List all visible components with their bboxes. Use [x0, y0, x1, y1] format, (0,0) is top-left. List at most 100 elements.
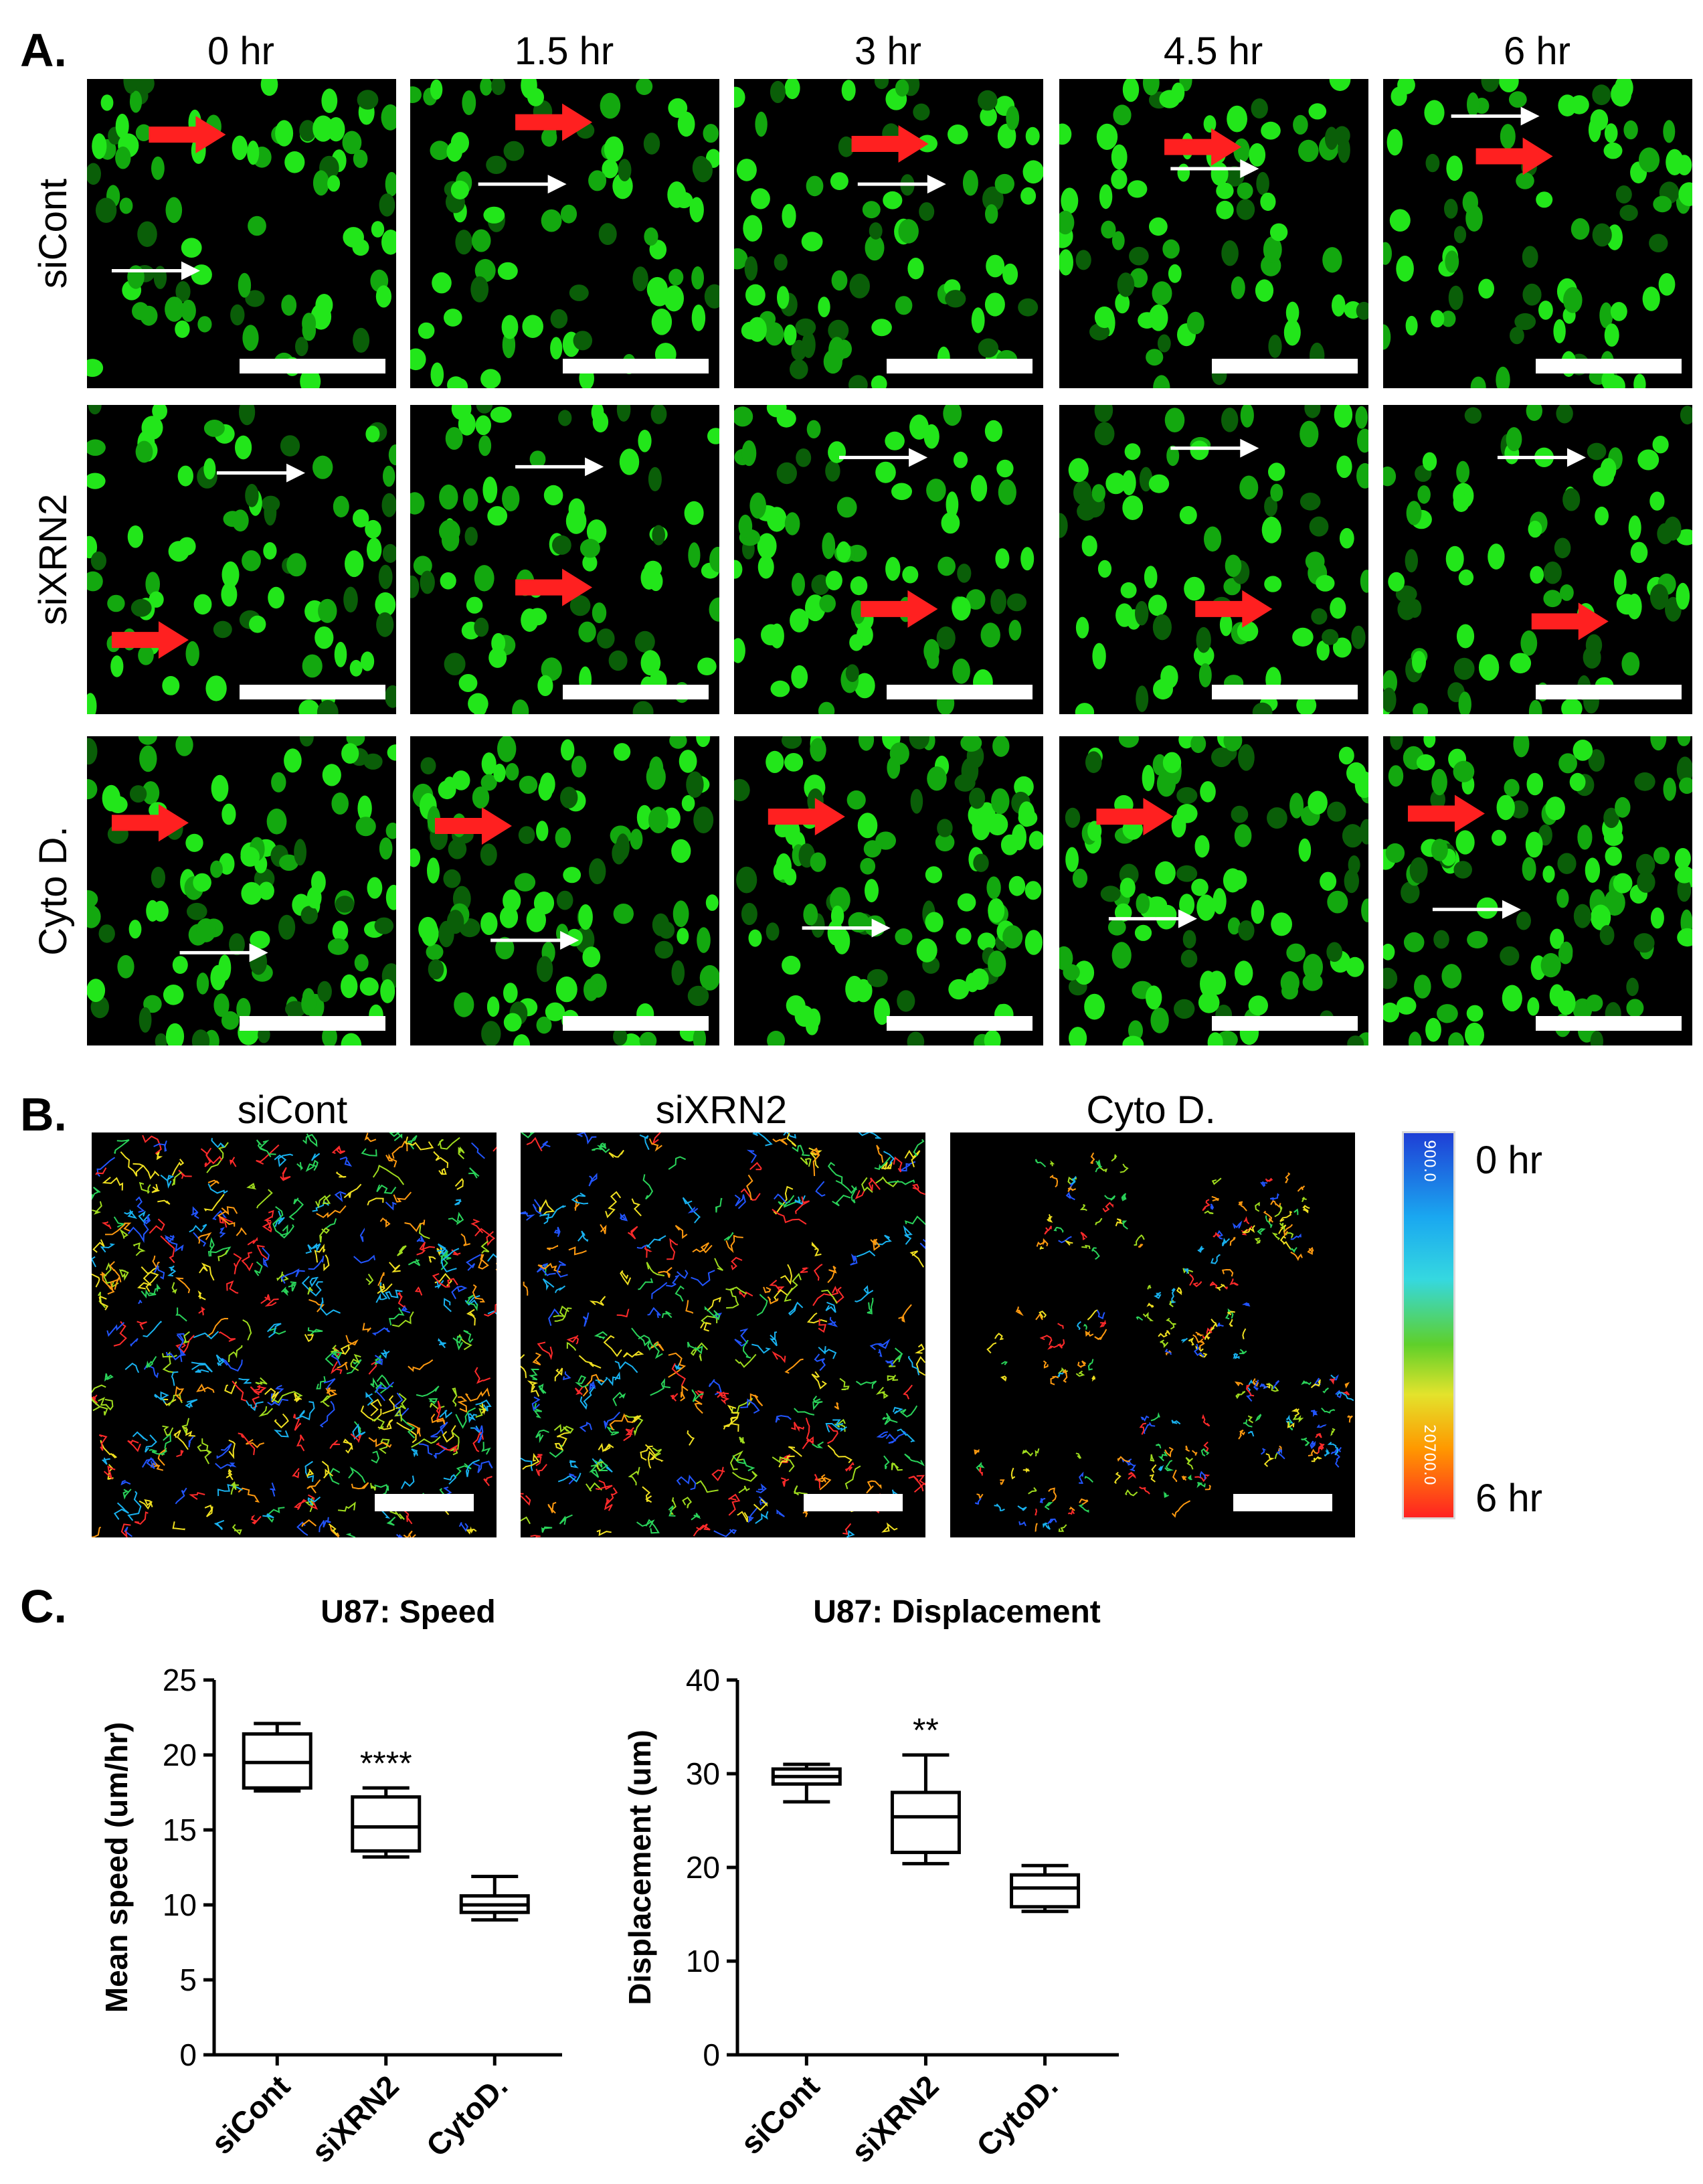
cell-nucleus [1075, 616, 1089, 639]
track-line [747, 1507, 758, 1523]
cell-nucleus [1458, 569, 1474, 586]
cell-nucleus [1527, 997, 1540, 1016]
cell-nucleus [1285, 301, 1299, 324]
cell-nucleus [493, 764, 506, 782]
track-line [216, 1443, 232, 1459]
track-line [1234, 1381, 1244, 1387]
cell-nucleus [165, 1023, 185, 1045]
track-line [430, 1421, 448, 1438]
cell-nucleus [1383, 1002, 1400, 1023]
track-line [1197, 1246, 1204, 1253]
track-condition-label: siCont [237, 1088, 348, 1132]
track-line [537, 1262, 561, 1273]
track-line [914, 1343, 925, 1354]
cell-nucleus [1122, 79, 1140, 102]
track-line [1303, 1207, 1309, 1213]
track-line [540, 1141, 551, 1149]
track-line [553, 1226, 561, 1238]
track-line [904, 1149, 921, 1168]
cell-nucleus [658, 921, 675, 939]
cell-nucleus [1453, 657, 1475, 680]
cell-nucleus [616, 833, 630, 861]
colorbar-bottom-label: 6 hr [1475, 1477, 1542, 1520]
cell-nucleus [210, 860, 223, 878]
track-line [648, 1138, 662, 1152]
cell-nucleus [971, 307, 985, 333]
cell-nucleus [550, 337, 563, 359]
cell-nucleus [491, 79, 506, 96]
track-line [436, 1400, 442, 1421]
cell-nucleus [927, 766, 947, 791]
cell-nucleus [709, 546, 719, 572]
track-line [195, 1369, 209, 1373]
cell-tracks [974, 1152, 1354, 1532]
red-arrow [1096, 798, 1174, 836]
cell-nucleus [618, 159, 632, 181]
track-line [185, 1399, 198, 1409]
track-line [271, 1391, 303, 1404]
cell-nucleus [1164, 408, 1185, 432]
cell-nucleus [474, 565, 495, 592]
track-line [1044, 1226, 1052, 1235]
cell-nucleus [1162, 239, 1180, 259]
track-line [211, 1138, 226, 1149]
cell-nucleus [1113, 104, 1132, 126]
track-line [606, 1426, 619, 1436]
cell-nucleus [352, 239, 369, 256]
cell-nucleus [704, 284, 719, 309]
track-line [209, 1237, 215, 1257]
cell-nucleus [822, 532, 836, 560]
cell-nucleus [1403, 932, 1425, 952]
cell-nucleus [987, 813, 1008, 836]
cell-nucleus [786, 995, 806, 1016]
cell-nucleus [1496, 366, 1510, 388]
cell-nucleus [376, 612, 394, 637]
cell-tracks [521, 1132, 925, 1537]
track-line [226, 1468, 234, 1481]
cell-nucleus [980, 106, 997, 127]
cell-nucleus [1180, 949, 1198, 968]
track-line [636, 1244, 646, 1249]
track-line [835, 1180, 857, 1194]
cell-nucleus [1569, 772, 1586, 791]
track-line [806, 1312, 828, 1324]
track-line [773, 1185, 794, 1215]
track-line [1138, 1243, 1144, 1248]
cell-nucleus [1111, 231, 1125, 250]
track-line [726, 1288, 739, 1309]
cell-nucleus [1008, 620, 1022, 641]
cell-nucleus [1595, 506, 1609, 525]
cell-nucleus [1129, 246, 1149, 266]
track-line [470, 1219, 484, 1234]
cell-nucleus [218, 954, 232, 981]
track-line [875, 1176, 899, 1187]
track-line [484, 1303, 497, 1317]
y-tick-label: 10 [163, 1887, 197, 1922]
microscopy-tile [1383, 79, 1692, 388]
cell-nucleus [1158, 904, 1177, 924]
track-line [844, 1462, 855, 1472]
track-line [452, 1388, 458, 1407]
cell-nucleus [1249, 143, 1266, 167]
track-line [375, 1381, 395, 1402]
cell-nucleus [887, 756, 901, 779]
track-line [1307, 1246, 1314, 1255]
cell-nucleus [266, 809, 287, 835]
cell-nucleus [973, 853, 989, 872]
cell-nucleus [1621, 652, 1640, 676]
cell-nucleus [1153, 679, 1173, 700]
cell-nucleus [985, 204, 998, 224]
track-line [1155, 1443, 1162, 1449]
cell-nucleus [1383, 687, 1397, 713]
x-tick-label: siCont [733, 2068, 826, 2161]
colorbar-top-label: 0 hr [1475, 1139, 1542, 1182]
track-line [888, 1179, 915, 1185]
track-line [389, 1262, 401, 1273]
cell-nucleus [327, 175, 341, 192]
cell-nucleus [687, 985, 709, 1006]
cell-nucleus [937, 556, 956, 576]
cell-nucleus [582, 946, 601, 968]
track-line [718, 1392, 730, 1405]
track-line [135, 1196, 145, 1213]
track-line [1265, 1215, 1273, 1228]
